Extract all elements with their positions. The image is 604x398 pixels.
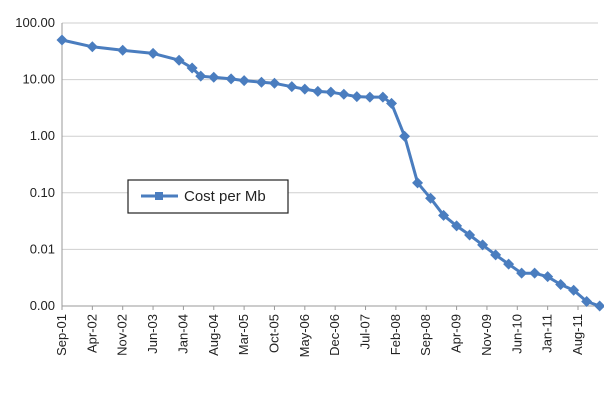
data-point [464,229,476,241]
data-point [225,73,237,85]
data-point [86,41,98,53]
y-tick-label: 1.00 [30,128,55,143]
data-point [451,220,463,232]
data-point [56,34,68,46]
gridlines [62,22,598,307]
x-tick-label: Mar-05 [236,314,251,355]
x-tick-label: Nov-02 [115,314,130,356]
x-tick-label: Aug-11 [570,314,585,355]
data-point [377,91,389,103]
data-point [255,76,267,88]
data-point [268,77,280,89]
legend-marker-swatch [155,192,163,200]
y-tick-label: 0.00 [30,298,55,313]
data-point [286,81,298,93]
x-tick-label: Aug-04 [206,314,221,356]
data-point [195,70,207,82]
x-tick-label: Sep-01 [54,314,69,356]
x-tick-label: Sep-08 [418,314,433,356]
data-point [338,88,350,100]
x-tick-label: Apr-09 [449,314,464,353]
x-tick-label: Oct-05 [266,314,281,353]
x-tick-label: Apr-02 [84,314,99,353]
data-point [581,296,593,308]
data-point [542,271,554,283]
data-point [351,91,363,103]
legend: Cost per Mb [127,179,289,214]
data-point [425,192,437,204]
y-tick-label: 0.01 [30,241,55,256]
x-tick-label: Jan-11 [540,314,555,353]
data-point [186,62,198,74]
data-point [173,54,185,66]
x-axis-tick-labels: Sep-01 Apr-02 Nov-02 Jun-03 Jan-04 Aug-04 Mar-… [54,314,585,357]
data-point [555,278,567,290]
data-point [477,239,489,251]
data-point [208,71,220,83]
data-point [490,249,502,261]
x-tick-label: Jan-04 [175,314,190,354]
y-tick-label: 0.10 [30,185,55,200]
data-point [364,91,376,103]
data-point [594,300,604,312]
x-tick-label: Jun-03 [145,314,160,354]
data-point [412,177,424,189]
data-point [438,209,450,221]
data-point [503,258,515,270]
data-point [568,284,580,296]
data-point [147,47,159,59]
y-axis-tick-labels: 100.00 10.00 1.00 0.10 0.01 0.00 [15,15,55,313]
data-point [516,267,528,279]
series-cost-per-mb [56,34,604,312]
data-point [299,83,311,95]
data-point [238,75,250,87]
x-tick-label: Dec-06 [327,314,342,356]
x-tick-label: Feb-08 [388,314,403,355]
data-point [117,44,129,56]
x-tick-label: Jul-07 [358,314,373,349]
data-point [399,130,411,142]
x-tick-label: May-06 [297,314,312,357]
x-tick-label: Nov-09 [479,314,494,356]
legend-label-cost-per-mb: Cost per Mb [184,188,266,205]
axes [61,23,598,310]
data-point [312,85,324,97]
y-tick-label: 10.00 [22,72,55,87]
y-tick-label: 100.00 [15,15,55,30]
data-point [325,86,337,98]
data-point [386,97,398,109]
data-point [529,267,541,279]
x-tick-label: Jun-10 [509,314,524,354]
